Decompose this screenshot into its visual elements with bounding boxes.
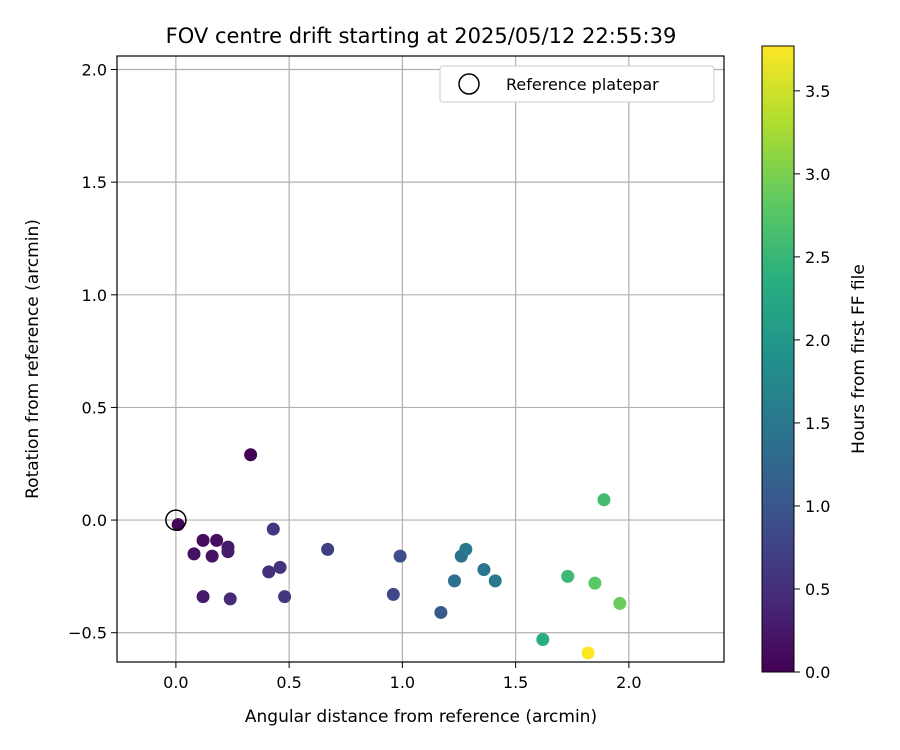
colorbar: 0.0 0.5 1.0 1.5 2.0 2.5 3.0 3.5 Hours from firs… (761, 45, 869, 682)
colorbar-tick-label: 3.5 (805, 82, 830, 101)
data-point (262, 565, 276, 579)
y-tick-label: 0.0 (82, 511, 107, 530)
x-axis-label: Angular distance from reference (arcmin) (245, 707, 597, 727)
data-point (477, 563, 491, 577)
x-axis-ticks: 0.0 0.5 1.0 1.5 2.0 (163, 662, 642, 692)
chart-title: FOV centre drift starting at 2025/05/12 … (166, 24, 677, 48)
data-point (196, 590, 210, 604)
colorbar-tick-label: 2.0 (805, 331, 830, 350)
x-tick-label: 0.0 (163, 673, 188, 692)
data-point (597, 493, 611, 507)
data-point (273, 560, 287, 574)
colorbar-gradient (761, 45, 795, 673)
data-point (459, 542, 473, 556)
y-tick-label: −0.5 (68, 624, 107, 643)
data-point (386, 587, 400, 601)
data-point (588, 576, 602, 590)
x-tick-label: 2.0 (616, 673, 641, 692)
colorbar-tick-label: 1.5 (805, 414, 830, 433)
y-axis-label: Rotation from reference (arcmin) (23, 219, 43, 499)
x-tick-label: 1.5 (503, 673, 528, 692)
colorbar-label: Hours from first FF file (849, 264, 869, 454)
x-tick-label: 1.0 (390, 673, 415, 692)
data-point (393, 549, 407, 563)
legend-reference-marker (458, 73, 480, 95)
y-tick-label: 1.5 (82, 173, 107, 192)
data-point (221, 545, 235, 559)
colorbar-tick-label: 0.5 (805, 580, 830, 599)
data-point (244, 448, 258, 462)
data-point (266, 522, 280, 536)
data-point (196, 533, 210, 547)
data-point (210, 533, 224, 547)
data-point (488, 574, 502, 588)
data-point (434, 605, 448, 619)
colorbar-tick-label: 3.0 (805, 165, 830, 184)
colorbar-tick-label: 2.5 (805, 248, 830, 267)
data-point (561, 569, 575, 583)
legend: Reference platepar (439, 65, 715, 103)
data-point (447, 574, 461, 588)
y-tick-label: 0.5 (82, 398, 107, 417)
y-axis-ticks: −0.5 0.0 0.5 1.0 1.5 2.0 (68, 61, 117, 643)
data-points (165, 448, 627, 660)
legend-label: Reference platepar (506, 75, 659, 94)
colorbar-ticks: 0.0 0.5 1.0 1.5 2.0 2.5 3.0 3.5 (794, 82, 830, 682)
legend-box (439, 65, 715, 103)
data-point (205, 549, 219, 563)
colorbar-tick-label: 1.0 (805, 497, 830, 516)
data-point (187, 547, 201, 561)
data-point (613, 596, 627, 610)
data-point (278, 590, 292, 604)
colorbar-tick-label: 0.0 (805, 663, 830, 682)
data-point (581, 646, 595, 660)
data-point (536, 632, 550, 646)
reference-platepar-marker (165, 509, 187, 531)
grid (117, 56, 724, 662)
y-tick-label: 1.0 (82, 286, 107, 305)
plot-frame (116, 55, 725, 663)
y-tick-label: 2.0 (82, 61, 107, 80)
data-point (321, 542, 335, 556)
data-point (223, 592, 237, 606)
x-tick-label: 0.5 (276, 673, 301, 692)
